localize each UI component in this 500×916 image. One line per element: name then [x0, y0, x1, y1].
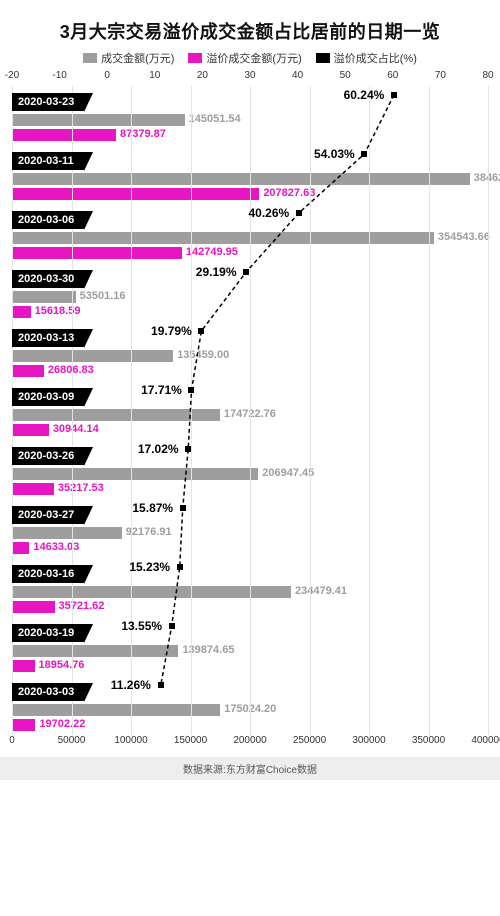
axis-top-tick: 10 — [149, 70, 160, 81]
legend-premium: 溢价成交金额(万元) — [188, 50, 301, 66]
legend-pct-label: 溢价成交占比(%) — [334, 50, 417, 66]
legend: 成交金额(万元) 溢价成交金额(万元) 溢价成交占比(%) — [12, 50, 488, 66]
premium-value: 87379.87 — [120, 128, 166, 140]
date-badge: 2020-03-26 — [12, 447, 84, 465]
premium-value: 35721.62 — [59, 600, 105, 612]
pct-label: 60.24% — [344, 88, 385, 102]
pct-label: 29.19% — [196, 265, 237, 279]
pct-marker — [296, 210, 302, 216]
total-value: 354543.66 — [438, 231, 490, 243]
swatch-premium — [188, 53, 202, 63]
plot-area: 2020-03-23 60.24% 145051.54 87379.87 2020-03… — [12, 86, 488, 735]
pct-marker — [185, 446, 191, 452]
premium-value: 15618.59 — [35, 305, 81, 317]
premium-value: 19702.22 — [39, 718, 85, 730]
total-value: 135459.00 — [177, 349, 229, 361]
premium-value: 30944.14 — [53, 423, 99, 435]
pct-label: 15.87% — [132, 501, 173, 515]
axis-top-tick: 70 — [435, 70, 446, 81]
gridline — [369, 86, 370, 735]
axis-top-tick: 60 — [387, 70, 398, 81]
axis-bottom: 0 50000 100000 150000 200000 250000 300000 3500… — [12, 735, 488, 751]
date-badge: 2020-03-27 — [12, 506, 84, 524]
pct-marker — [169, 623, 175, 629]
pct-label: 40.26% — [248, 206, 289, 220]
pct-label: 17.71% — [141, 383, 182, 397]
axis-bottom-tick: 0 — [9, 735, 15, 746]
date-badge: 2020-03-23 — [12, 93, 84, 111]
pct-marker — [177, 564, 183, 570]
premium-value: 142749.95 — [186, 246, 238, 258]
pct-marker — [391, 92, 397, 98]
date-badge: 2020-03-06 — [12, 211, 84, 229]
total-value: 53501.16 — [80, 290, 126, 302]
pct-marker — [188, 387, 194, 393]
pct-label: 54.03% — [314, 147, 355, 161]
axis-top-tick: -20 — [5, 70, 19, 81]
axis-top-tick: 80 — [482, 70, 493, 81]
legend-total: 成交金额(万元) — [83, 50, 174, 66]
pct-label: 11.26% — [111, 678, 151, 692]
pct-marker — [198, 328, 204, 334]
pct-marker — [158, 682, 164, 688]
chart-root: 3月大宗交易溢价成交金额占比居前的日期一览 成交金额(万元) 溢价成交金额(万元… — [0, 0, 500, 751]
date-badge: 2020-03-30 — [12, 270, 84, 288]
pct-marker — [180, 505, 186, 511]
date-badge: 2020-03-09 — [12, 388, 84, 406]
axis-bottom-tick: 100000 — [114, 735, 147, 746]
legend-total-label: 成交金额(万元) — [101, 50, 174, 66]
source-note: 数据来源:东方财富Choice数据 — [0, 757, 500, 780]
pct-marker — [243, 269, 249, 275]
swatch-pct — [316, 53, 330, 63]
date-badge: 2020-03-11 — [12, 152, 84, 170]
chart-title: 3月大宗交易溢价成交金额占比居前的日期一览 — [12, 18, 488, 44]
legend-pct: 溢价成交占比(%) — [316, 50, 417, 66]
gridline — [131, 86, 132, 735]
total-value: 384626.15 — [474, 172, 500, 184]
axis-bottom-tick: 250000 — [293, 735, 326, 746]
gridline — [310, 86, 311, 735]
pct-label: 15.23% — [129, 560, 170, 574]
total-value: 234479.41 — [295, 585, 347, 597]
pct-label: 13.55% — [121, 619, 162, 633]
axis-bottom-tick: 50000 — [58, 735, 86, 746]
axis-bottom-tick: 350000 — [412, 735, 445, 746]
date-badge: 2020-03-16 — [12, 565, 84, 583]
date-badge: 2020-03-19 — [12, 624, 84, 642]
gridline — [191, 86, 192, 735]
axis-bottom-tick: 400000 — [471, 735, 500, 746]
total-value: 92176.91 — [126, 526, 172, 538]
axis-top-tick: 50 — [340, 70, 351, 81]
axis-top-tick: 20 — [197, 70, 208, 81]
axis-bottom-tick: 150000 — [174, 735, 207, 746]
axis-top-tick: -10 — [52, 70, 66, 81]
axis-top-tick: 40 — [292, 70, 303, 81]
axis-top: -20-1001020304050607080 — [12, 70, 488, 86]
axis-bottom-tick: 200000 — [233, 735, 266, 746]
axis-top-tick: 30 — [244, 70, 255, 81]
pct-label: 17.02% — [138, 442, 179, 456]
premium-value: 18954.76 — [39, 659, 85, 671]
pct-label: 19.79% — [151, 324, 192, 338]
swatch-total — [83, 53, 97, 63]
premium-value: 35217.53 — [58, 482, 104, 494]
pct-marker — [361, 151, 367, 157]
gridline — [250, 86, 251, 735]
total-value: 206947.45 — [262, 467, 314, 479]
legend-premium-label: 溢价成交金额(万元) — [206, 50, 301, 66]
axis-top-tick: 0 — [104, 70, 110, 81]
axis-bottom-tick: 300000 — [352, 735, 385, 746]
gridline — [488, 86, 489, 735]
date-badge: 2020-03-13 — [12, 329, 84, 347]
gridline — [429, 86, 430, 735]
premium-value: 207827.63 — [263, 187, 315, 199]
total-value: 145051.54 — [189, 113, 241, 125]
date-badge: 2020-03-03 — [12, 683, 84, 701]
